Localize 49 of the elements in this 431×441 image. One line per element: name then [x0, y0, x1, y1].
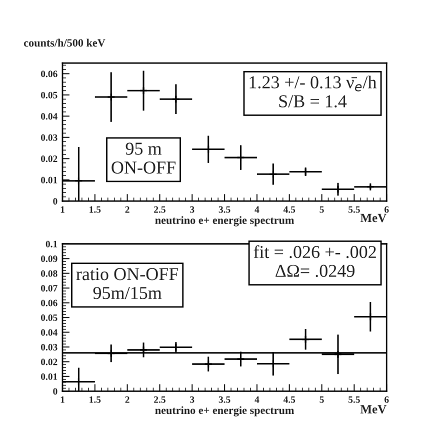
annotation: 95 m ON-OFF [112, 142, 176, 174]
x-tick-label: 5.5 [348, 206, 360, 213]
y-axis-title: counts/h/500 keV [24, 38, 106, 47]
x-tick-label: 1 [60, 396, 64, 403]
y-tick-label: 0.06 [40, 300, 58, 306]
annotation: fit = .026 +- .002 ΔΩ= .0249 [254, 245, 376, 278]
x-tick-label: 5 [320, 206, 324, 213]
y-tick-label: 0.08 [40, 270, 58, 277]
x-tick-label: 2 [125, 396, 130, 403]
y-tick-label: 0.1 [46, 240, 58, 248]
text: MeV [360, 214, 386, 222]
x-tick-label: 2 [125, 206, 130, 213]
x-tick-label: 1 [60, 206, 64, 213]
y-tick-label: 0 [53, 198, 58, 205]
x-tick-label: 5 [320, 396, 324, 403]
x-tick-label: 6 [384, 206, 389, 213]
x-tick-label: 2.5 [154, 206, 166, 213]
x-tick-label: 1.5 [90, 206, 101, 213]
x-tick-label: 3 [190, 206, 194, 213]
y-tick-label: 0.02 [40, 156, 58, 162]
y-tick-label: 0.05 [40, 314, 58, 322]
y-tick-label: 0.03 [40, 134, 58, 141]
x-tick-label: 4.5 [283, 396, 296, 403]
annotation: ratio ON-OFF 95m/15m [76, 268, 178, 300]
y-tick-label: 0.06 [40, 70, 58, 78]
x-tick-label: 4 [254, 206, 260, 213]
y-tick-label: 0.09 [40, 256, 58, 262]
x-tick-label: 4.5 [283, 206, 296, 213]
annotation: 1.23 +/- 0.13 ν̄$_{e}$/h S/B = 1.4 [250, 76, 377, 108]
y-tick-label: 0.03 [40, 344, 58, 350]
x-tick-label: 5.5 [348, 396, 360, 403]
y-tick-label: 0.01 [40, 373, 58, 380]
x-tick-label: 3.5 [218, 396, 230, 403]
y-tick-label: 0.01 [40, 176, 58, 184]
y-tick-label: 0.04 [40, 113, 58, 120]
text: MeV [360, 405, 386, 414]
x-tick-label: 3.5 [218, 206, 230, 213]
y-tick-label: 0.07 [40, 284, 58, 292]
x-axis-title: neutrino e+ energie spectrum [155, 406, 294, 416]
y-tick-label: 0 [53, 388, 58, 395]
x-tick-label: 2.5 [154, 396, 166, 403]
x-tick-label: 6 [384, 396, 389, 403]
x-tick-label: 1.5 [90, 396, 101, 403]
x-tick-label: 3 [190, 396, 194, 403]
y-tick-label: 0.04 [40, 329, 58, 336]
y-tick-label: 0.02 [40, 358, 58, 366]
x-axis-title: neutrino e+ energie spectrum [155, 216, 294, 226]
x-tick-label: 4 [254, 396, 260, 403]
y-tick-label: 0.05 [40, 92, 58, 98]
